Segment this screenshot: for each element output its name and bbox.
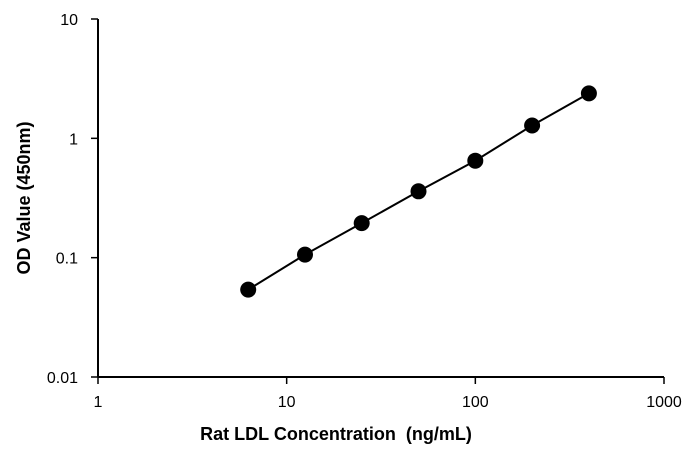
ticks: 1 10 100 1000 0.01 0.1 1 10 xyxy=(47,12,682,411)
data-point xyxy=(524,117,541,134)
data-point xyxy=(240,281,257,298)
y-axis-title: OD Value (450nm) xyxy=(14,121,34,274)
x-axis-title: Rat LDL Concentration (ng/mL) xyxy=(200,424,472,444)
data-point xyxy=(467,152,484,169)
data-point xyxy=(297,246,313,263)
data-point xyxy=(353,215,370,232)
axes xyxy=(97,19,664,378)
x-tick-label: 1000 xyxy=(646,394,682,411)
x-tick-label: 1 xyxy=(94,394,103,411)
x-tick-label: 100 xyxy=(462,394,489,411)
y-tick-label: 0.01 xyxy=(47,370,78,387)
data-point xyxy=(410,183,427,200)
y-tick-label: 1 xyxy=(69,131,78,148)
y-tick-label: 0.1 xyxy=(56,251,78,268)
data-point xyxy=(580,85,597,102)
x-tick-label: 10 xyxy=(278,394,296,411)
data-series xyxy=(240,85,597,298)
y-tick-label: 10 xyxy=(60,12,78,29)
